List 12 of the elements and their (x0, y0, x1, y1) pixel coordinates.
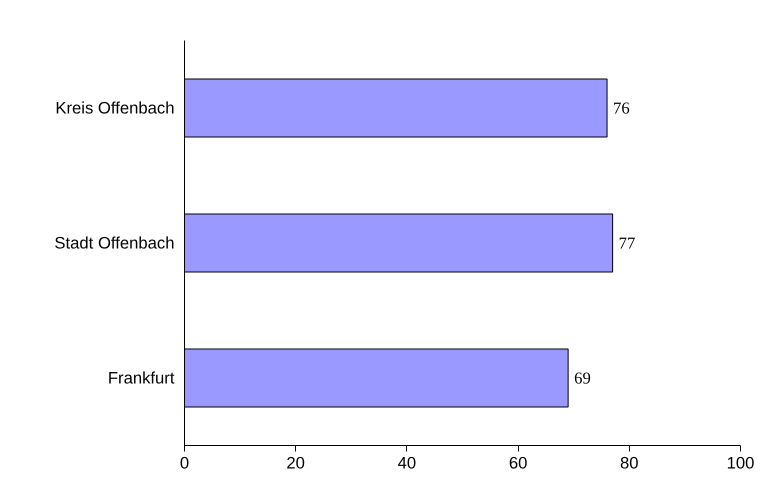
x-tick-label: 0 (180, 454, 190, 472)
x-tick-label: 60 (508, 454, 528, 472)
x-tick-label: 80 (620, 454, 639, 472)
data-label: 76 (613, 98, 630, 118)
x-tick-label: 20 (286, 454, 305, 472)
x-tick-label: 100 (726, 454, 754, 472)
y-tick-label: Stadt Offenbach (54, 234, 175, 252)
data-label: 77 (618, 234, 636, 252)
x-tick-label: 40 (398, 454, 416, 472)
y-tick-label: Frankfurt (108, 368, 175, 388)
data-label: 69 (574, 368, 591, 388)
y-tick-label: Kreis Offenbach (55, 98, 175, 118)
